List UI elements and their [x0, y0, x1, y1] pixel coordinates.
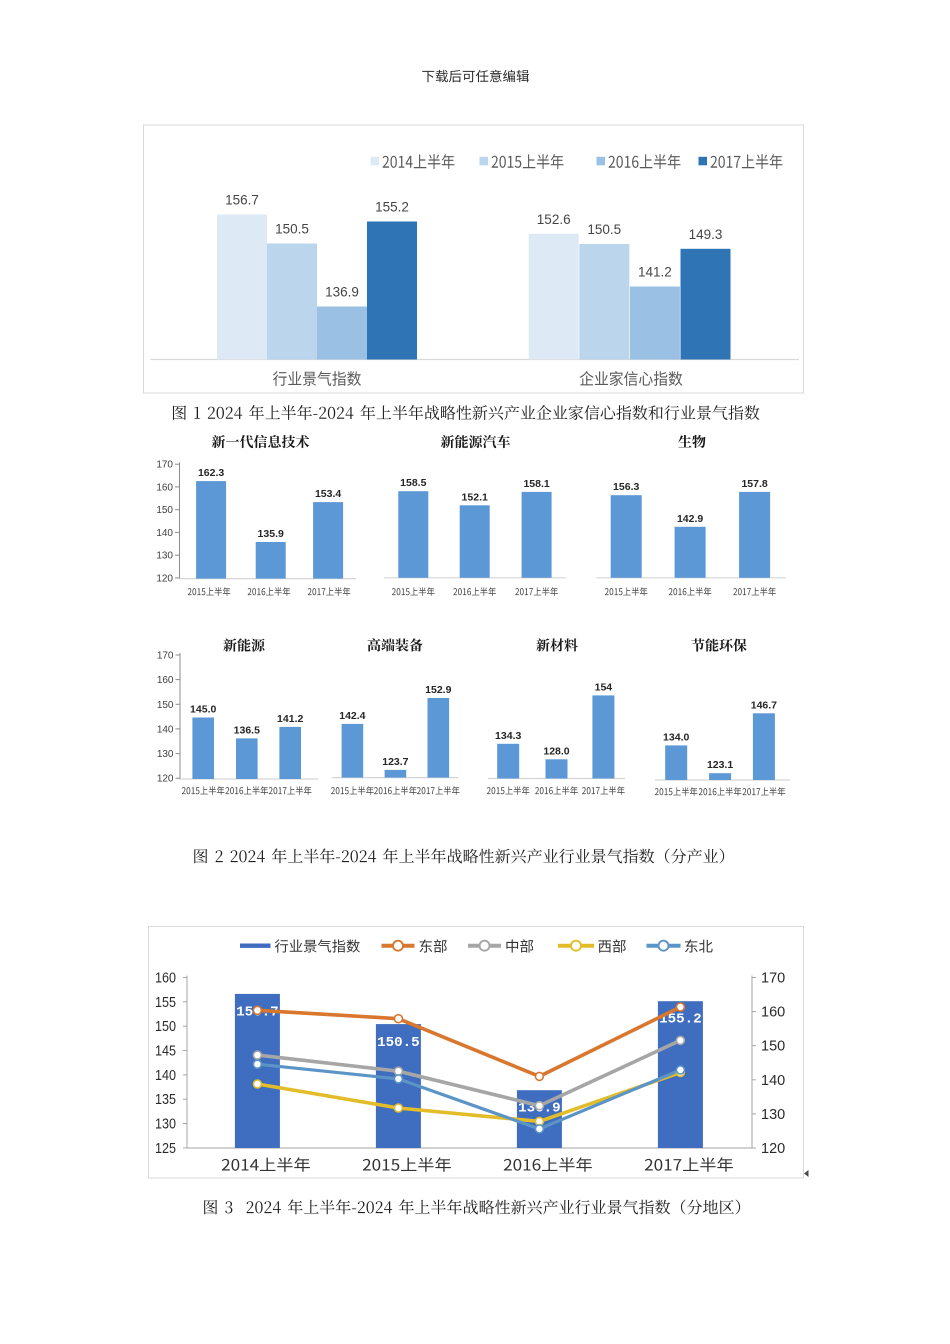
- svg-text:141.2: 141.2: [638, 265, 672, 280]
- svg-text:156.7: 156.7: [225, 193, 259, 208]
- svg-text:130: 130: [157, 749, 174, 760]
- svg-text:135.9: 135.9: [258, 528, 284, 540]
- svg-text:141.2: 141.2: [277, 713, 303, 725]
- svg-text:160: 160: [761, 1005, 785, 1021]
- svg-text:155: 155: [155, 995, 176, 1011]
- svg-text:145.0: 145.0: [190, 704, 216, 716]
- svg-text:170: 170: [156, 460, 173, 471]
- svg-text:170: 170: [157, 651, 174, 662]
- svg-text:134.3: 134.3: [495, 730, 521, 742]
- svg-text:128.0: 128.0: [543, 745, 569, 757]
- svg-text:150: 150: [155, 1019, 176, 1035]
- svg-text:123.1: 123.1: [707, 759, 733, 771]
- svg-text:120: 120: [761, 1141, 785, 1157]
- svg-text:130: 130: [156, 551, 173, 562]
- svg-text:152.9: 152.9: [425, 684, 451, 696]
- svg-text:146.7: 146.7: [751, 699, 777, 711]
- svg-text:140: 140: [157, 724, 174, 735]
- svg-text:162.3: 162.3: [198, 467, 224, 479]
- svg-text:160: 160: [155, 971, 176, 987]
- svg-text:156.3: 156.3: [613, 481, 639, 493]
- svg-text:130: 130: [155, 1117, 176, 1133]
- svg-text:125: 125: [155, 1141, 176, 1157]
- svg-text:135: 135: [155, 1092, 176, 1108]
- svg-text:140: 140: [761, 1073, 785, 1089]
- svg-text:155.2: 155.2: [659, 1012, 702, 1028]
- svg-text:120: 120: [156, 573, 173, 584]
- svg-text:145: 145: [155, 1044, 176, 1060]
- svg-text:150: 150: [156, 505, 173, 516]
- svg-text:140: 140: [155, 1068, 176, 1084]
- svg-text:152.1: 152.1: [462, 491, 488, 503]
- svg-text:155.2: 155.2: [375, 200, 409, 215]
- svg-text:120: 120: [157, 774, 174, 785]
- svg-text:170: 170: [761, 971, 785, 987]
- svg-text:158.1: 158.1: [523, 478, 549, 490]
- svg-text:154: 154: [595, 681, 613, 693]
- svg-text:150: 150: [761, 1039, 785, 1055]
- svg-text:142.9: 142.9: [677, 513, 703, 525]
- svg-text:157.8: 157.8: [741, 478, 767, 490]
- svg-text:150.5: 150.5: [275, 222, 309, 237]
- svg-text:130: 130: [761, 1107, 785, 1123]
- svg-text:150.5: 150.5: [587, 222, 621, 237]
- svg-text:160: 160: [156, 482, 173, 493]
- svg-text:136.5: 136.5: [234, 724, 260, 736]
- svg-text:142.4: 142.4: [339, 710, 365, 722]
- svg-text:160: 160: [157, 675, 174, 686]
- svg-text:152.6: 152.6: [537, 212, 571, 227]
- svg-text:158.5: 158.5: [400, 477, 426, 489]
- svg-text:136.9: 136.9: [325, 285, 359, 300]
- svg-text:134.0: 134.0: [663, 731, 689, 743]
- svg-text:149.3: 149.3: [689, 227, 723, 242]
- svg-text:153.4: 153.4: [315, 488, 341, 500]
- svg-text:150: 150: [157, 700, 174, 711]
- svg-text:150.5: 150.5: [377, 1035, 420, 1051]
- svg-text:123.7: 123.7: [382, 756, 408, 768]
- svg-text:140: 140: [156, 528, 173, 539]
